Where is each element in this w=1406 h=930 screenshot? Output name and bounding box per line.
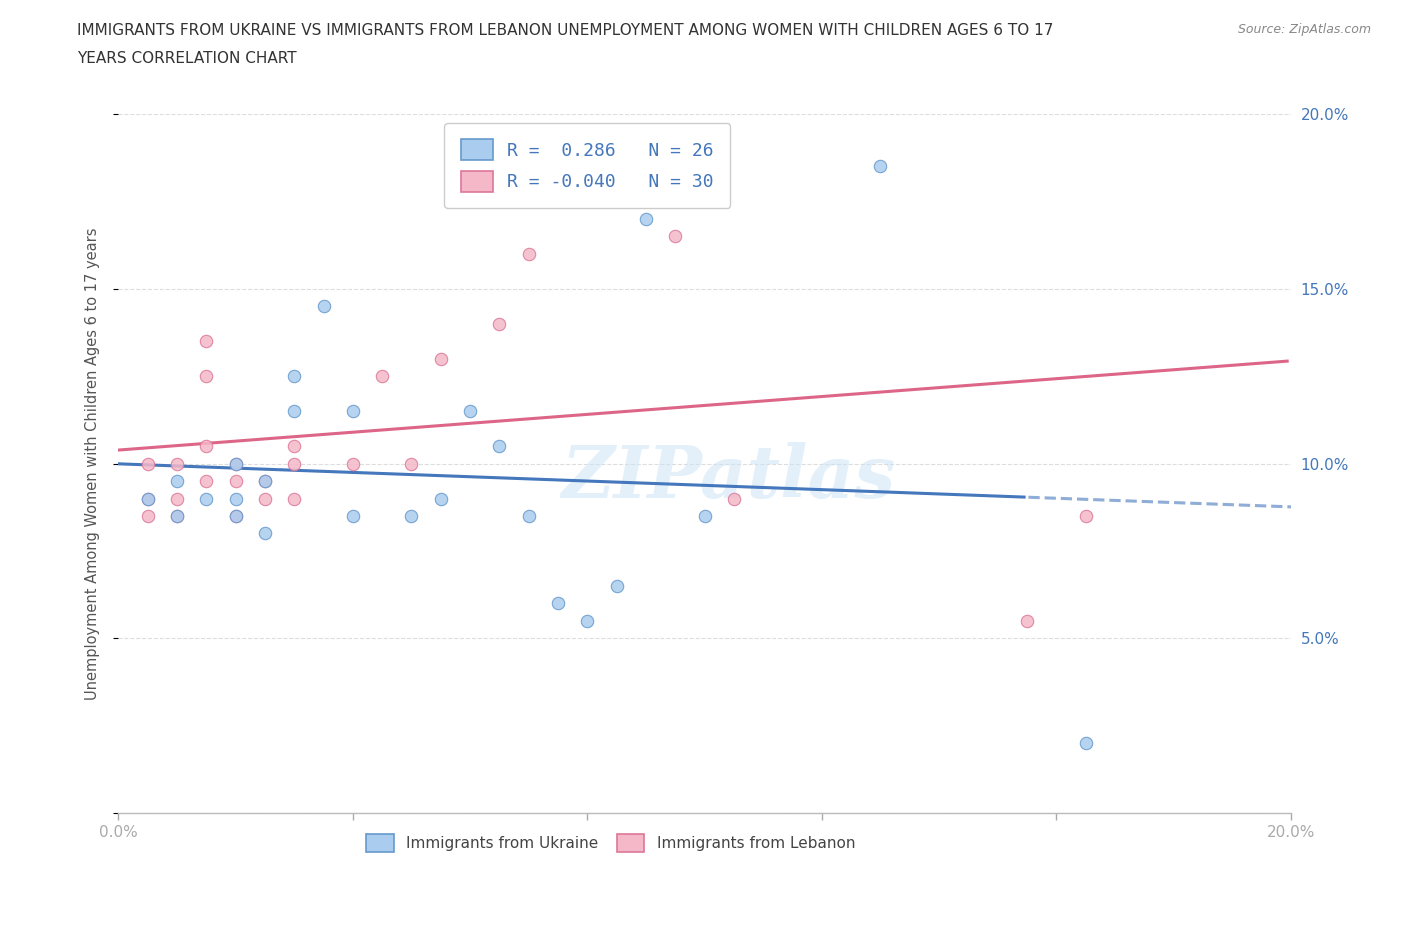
Point bbox=[225, 509, 247, 524]
Point bbox=[488, 316, 510, 331]
Point bbox=[401, 509, 423, 524]
Point bbox=[606, 194, 628, 209]
Point bbox=[547, 596, 569, 611]
Point bbox=[283, 439, 305, 454]
Point bbox=[253, 526, 276, 541]
Point bbox=[166, 456, 188, 471]
Point bbox=[253, 473, 276, 488]
Point bbox=[723, 491, 745, 506]
Point bbox=[136, 456, 159, 471]
Y-axis label: Unemployment Among Women with Children Ages 6 to 17 years: Unemployment Among Women with Children A… bbox=[86, 227, 100, 699]
Point bbox=[458, 404, 481, 418]
Text: IMMIGRANTS FROM UKRAINE VS IMMIGRANTS FROM LEBANON UNEMPLOYMENT AMONG WOMEN WITH: IMMIGRANTS FROM UKRAINE VS IMMIGRANTS FR… bbox=[77, 23, 1053, 38]
Legend: Immigrants from Ukraine, Immigrants from Lebanon: Immigrants from Ukraine, Immigrants from… bbox=[360, 828, 860, 858]
Point bbox=[195, 334, 218, 349]
Point bbox=[195, 439, 218, 454]
Point bbox=[488, 439, 510, 454]
Point bbox=[371, 368, 394, 383]
Text: Source: ZipAtlas.com: Source: ZipAtlas.com bbox=[1237, 23, 1371, 36]
Point bbox=[1074, 736, 1097, 751]
Point bbox=[225, 509, 247, 524]
Point bbox=[606, 578, 628, 593]
Point bbox=[1074, 509, 1097, 524]
Point bbox=[517, 509, 540, 524]
Point bbox=[166, 509, 188, 524]
Point bbox=[225, 456, 247, 471]
Point bbox=[195, 473, 218, 488]
Point bbox=[342, 404, 364, 418]
Point bbox=[429, 352, 451, 366]
Point bbox=[664, 229, 686, 244]
Point bbox=[166, 491, 188, 506]
Point bbox=[225, 456, 247, 471]
Point bbox=[312, 299, 335, 313]
Point bbox=[429, 491, 451, 506]
Point bbox=[195, 368, 218, 383]
Point bbox=[253, 491, 276, 506]
Point bbox=[253, 473, 276, 488]
Point bbox=[283, 456, 305, 471]
Point bbox=[283, 368, 305, 383]
Text: ZIPatlas: ZIPatlas bbox=[561, 442, 896, 513]
Point bbox=[1015, 614, 1038, 629]
Point bbox=[283, 404, 305, 418]
Point bbox=[693, 509, 716, 524]
Point bbox=[166, 509, 188, 524]
Point bbox=[517, 246, 540, 261]
Point bbox=[166, 473, 188, 488]
Point bbox=[634, 141, 657, 156]
Point bbox=[342, 509, 364, 524]
Point bbox=[283, 491, 305, 506]
Point bbox=[225, 491, 247, 506]
Point bbox=[576, 614, 599, 629]
Point bbox=[195, 491, 218, 506]
Point bbox=[136, 491, 159, 506]
Point bbox=[634, 211, 657, 226]
Point bbox=[136, 491, 159, 506]
Point bbox=[401, 456, 423, 471]
Point bbox=[136, 509, 159, 524]
Text: YEARS CORRELATION CHART: YEARS CORRELATION CHART bbox=[77, 51, 297, 66]
Point bbox=[869, 159, 891, 174]
Point bbox=[342, 456, 364, 471]
Point bbox=[225, 473, 247, 488]
